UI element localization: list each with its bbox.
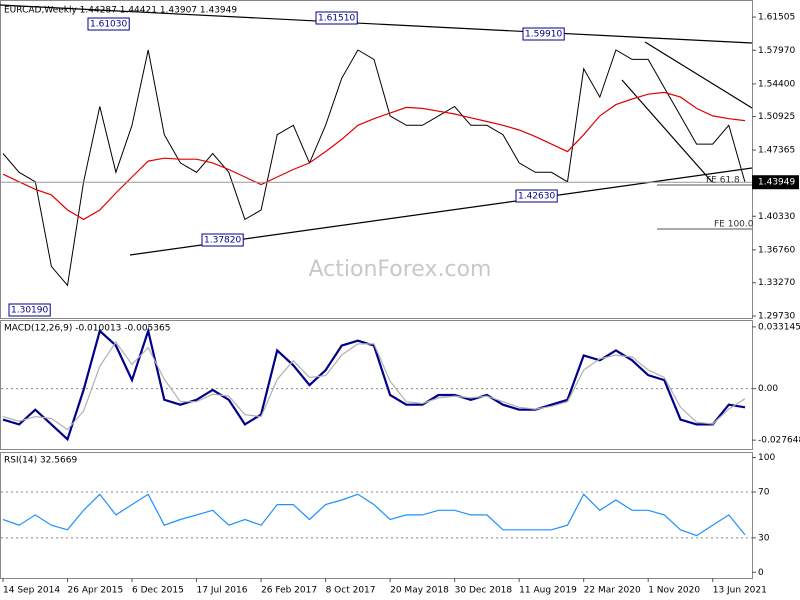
price-panel [0, 0, 753, 319]
y-tick-label: 1.61505 [758, 13, 795, 23]
y-tick-label: 0.00 [758, 384, 778, 394]
y-tick-label: 1.54400 [758, 79, 795, 89]
annotation-box [201, 233, 244, 247]
macd-panel [0, 320, 753, 450]
channel-line [644, 41, 753, 109]
x-tick-label: 1 Nov 2020 [648, 586, 700, 596]
series-line [2, 49, 746, 287]
x-tick-label: 11 Aug 2019 [519, 586, 577, 596]
annotation-box [315, 11, 358, 25]
y-tick-label: 1.29730 [758, 312, 795, 322]
trendline [0, 4, 753, 44]
y-tick-label: 0 [758, 568, 764, 578]
annotation: 1.42630 [518, 192, 555, 202]
y-tick-label: 70 [758, 487, 770, 497]
annotation-box [87, 17, 130, 31]
y-tick-label: 1.33270 [758, 278, 795, 288]
last-price-box [752, 175, 799, 190]
x-tick-label: 20 May 2018 [390, 586, 449, 596]
x-tick-label: 8 Oct 2017 [326, 586, 376, 596]
annotation: 1.59910 [525, 30, 562, 40]
series-line [2, 341, 746, 431]
y-tick-label: 30 [758, 533, 770, 543]
chart-title: EURCAD,Weekly 1.44287 1.44421 1.43907 1.… [4, 6, 237, 16]
x-tick-label: 6 Dec 2015 [132, 586, 184, 596]
y-tick-label: 1.40330 [758, 212, 795, 222]
x-tick-label: 17 Jul 2016 [197, 586, 248, 596]
y-tick-label: 100 [758, 453, 775, 463]
annotation: 1.37820 [204, 236, 241, 246]
y-tick-label: 1.50925 [758, 112, 795, 122]
y-tick-label: 1.57970 [758, 46, 795, 56]
x-tick-label: 13 Jun 2021 [713, 586, 767, 596]
last-price-label: 1.43949 [758, 178, 795, 188]
y-tick-label: 0.033145 [758, 322, 800, 332]
series-line [2, 326, 746, 442]
x-tick-label: 30 Dec 2018 [455, 586, 513, 596]
annotation: 1.61510 [318, 14, 355, 24]
y-tick-label: -0.027648 [758, 436, 800, 446]
macd-title: MACD(12,26,9) -0.010013 -0.005365 [4, 324, 170, 334]
x-tick-label: 26 Feb 2017 [261, 586, 317, 596]
rsi-title: RSI(14) 32.5669 [4, 456, 77, 466]
x-tick-label: 22 Mar 2020 [584, 586, 641, 596]
rsi-panel [0, 452, 753, 579]
annotation: FE 61.8 [706, 176, 740, 186]
annotation: FE 100.0 [714, 220, 754, 230]
annotation-box [8, 303, 51, 317]
annotation: 1.61030 [90, 20, 127, 30]
series-line [2, 493, 746, 537]
y-tick-label: 1.47365 [758, 146, 795, 156]
annotation: 1.30190 [11, 306, 48, 316]
annotation-box [515, 189, 558, 203]
annotation-box [522, 27, 565, 41]
x-tick-label: 14 Sep 2014 [3, 586, 60, 596]
y-tick-label: 1.36760 [758, 245, 795, 255]
x-tick-label: 26 Apr 2015 [68, 586, 124, 596]
watermark: ActionForex.com [309, 257, 492, 282]
